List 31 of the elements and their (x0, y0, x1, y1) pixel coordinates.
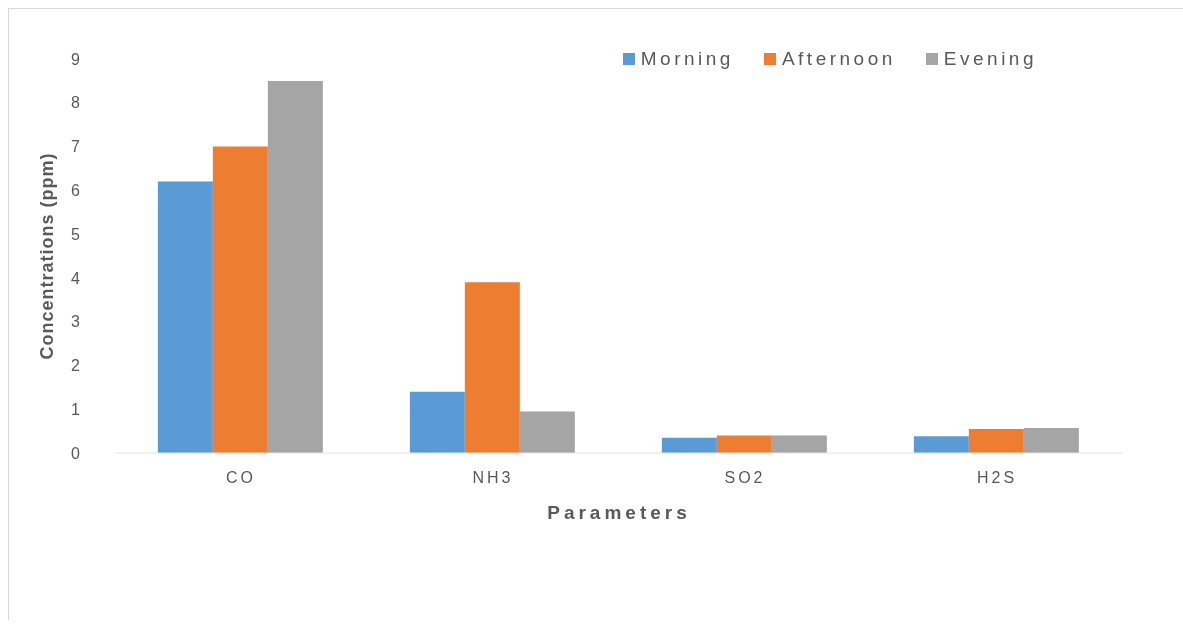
x-tick-label: SO2 (724, 469, 766, 487)
bar (464, 282, 520, 453)
y-tick-label: 9 (71, 50, 81, 68)
bar (212, 146, 268, 453)
bar (267, 80, 323, 453)
legend-label: Afternoon (781, 47, 896, 70)
bar (157, 181, 213, 453)
y-tick-label: 3 (71, 313, 81, 331)
legend-label: Morning (640, 47, 734, 70)
bar (519, 411, 575, 453)
bar (771, 435, 827, 453)
y-tick-label: 4 (71, 269, 81, 287)
legend-label: Evening (943, 47, 1037, 70)
bar (913, 436, 969, 453)
x-axis-title: Parameters (547, 502, 691, 523)
x-tick-label: NH3 (472, 469, 514, 487)
x-tick-label: H2S (976, 469, 1018, 487)
y-tick-label: 8 (71, 94, 81, 112)
bar (968, 428, 1024, 453)
bar (661, 437, 717, 453)
bar (716, 435, 772, 453)
x-tick-label: CO (226, 469, 256, 487)
bar (409, 391, 465, 453)
bar (1023, 428, 1079, 453)
y-axis-title: Concentrations (ppm) (37, 152, 58, 360)
y-tick-label: 5 (71, 225, 81, 243)
y-tick-label: 2 (71, 357, 81, 375)
y-tick-label: 7 (71, 138, 81, 156)
y-tick-label: 1 (71, 400, 81, 418)
y-tick-label: 6 (71, 182, 81, 200)
y-tick-label: 0 (71, 444, 81, 462)
